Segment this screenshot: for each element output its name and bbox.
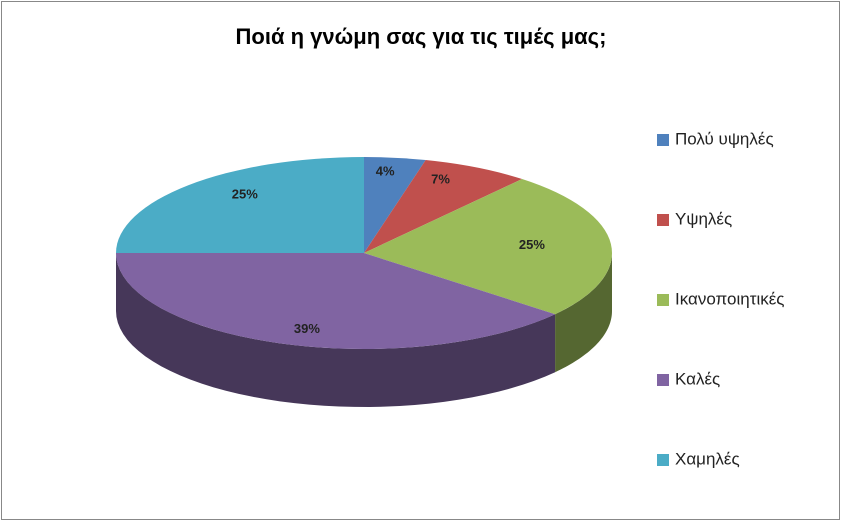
slice <box>116 253 556 349</box>
slice-side <box>555 253 612 373</box>
data-label: 39% <box>294 321 320 336</box>
legend-label: Ικανοποιητικές <box>675 289 785 308</box>
legend-label: Πολύ υψηλές <box>675 129 774 148</box>
slice <box>364 160 523 253</box>
legend-swatch <box>657 214 669 226</box>
data-label: 25% <box>519 237 545 252</box>
chart-title: Ποιά η γνώμη σας για τις τιμές μας; <box>236 24 607 49</box>
legend-swatch <box>657 294 669 306</box>
slice <box>116 157 364 253</box>
slice <box>364 157 426 253</box>
legend-swatch <box>657 134 669 146</box>
data-label: 7% <box>431 172 450 187</box>
legend-swatch <box>657 374 669 386</box>
slice <box>364 179 612 315</box>
legend-swatch <box>657 454 669 466</box>
legend-label: Καλές <box>675 369 720 388</box>
data-label: 25% <box>232 187 258 202</box>
slice-side <box>116 253 556 407</box>
legend-label: Υψηλές <box>675 209 732 228</box>
data-label: 4% <box>376 163 395 178</box>
legend-label: Χαμηλές <box>675 449 740 468</box>
